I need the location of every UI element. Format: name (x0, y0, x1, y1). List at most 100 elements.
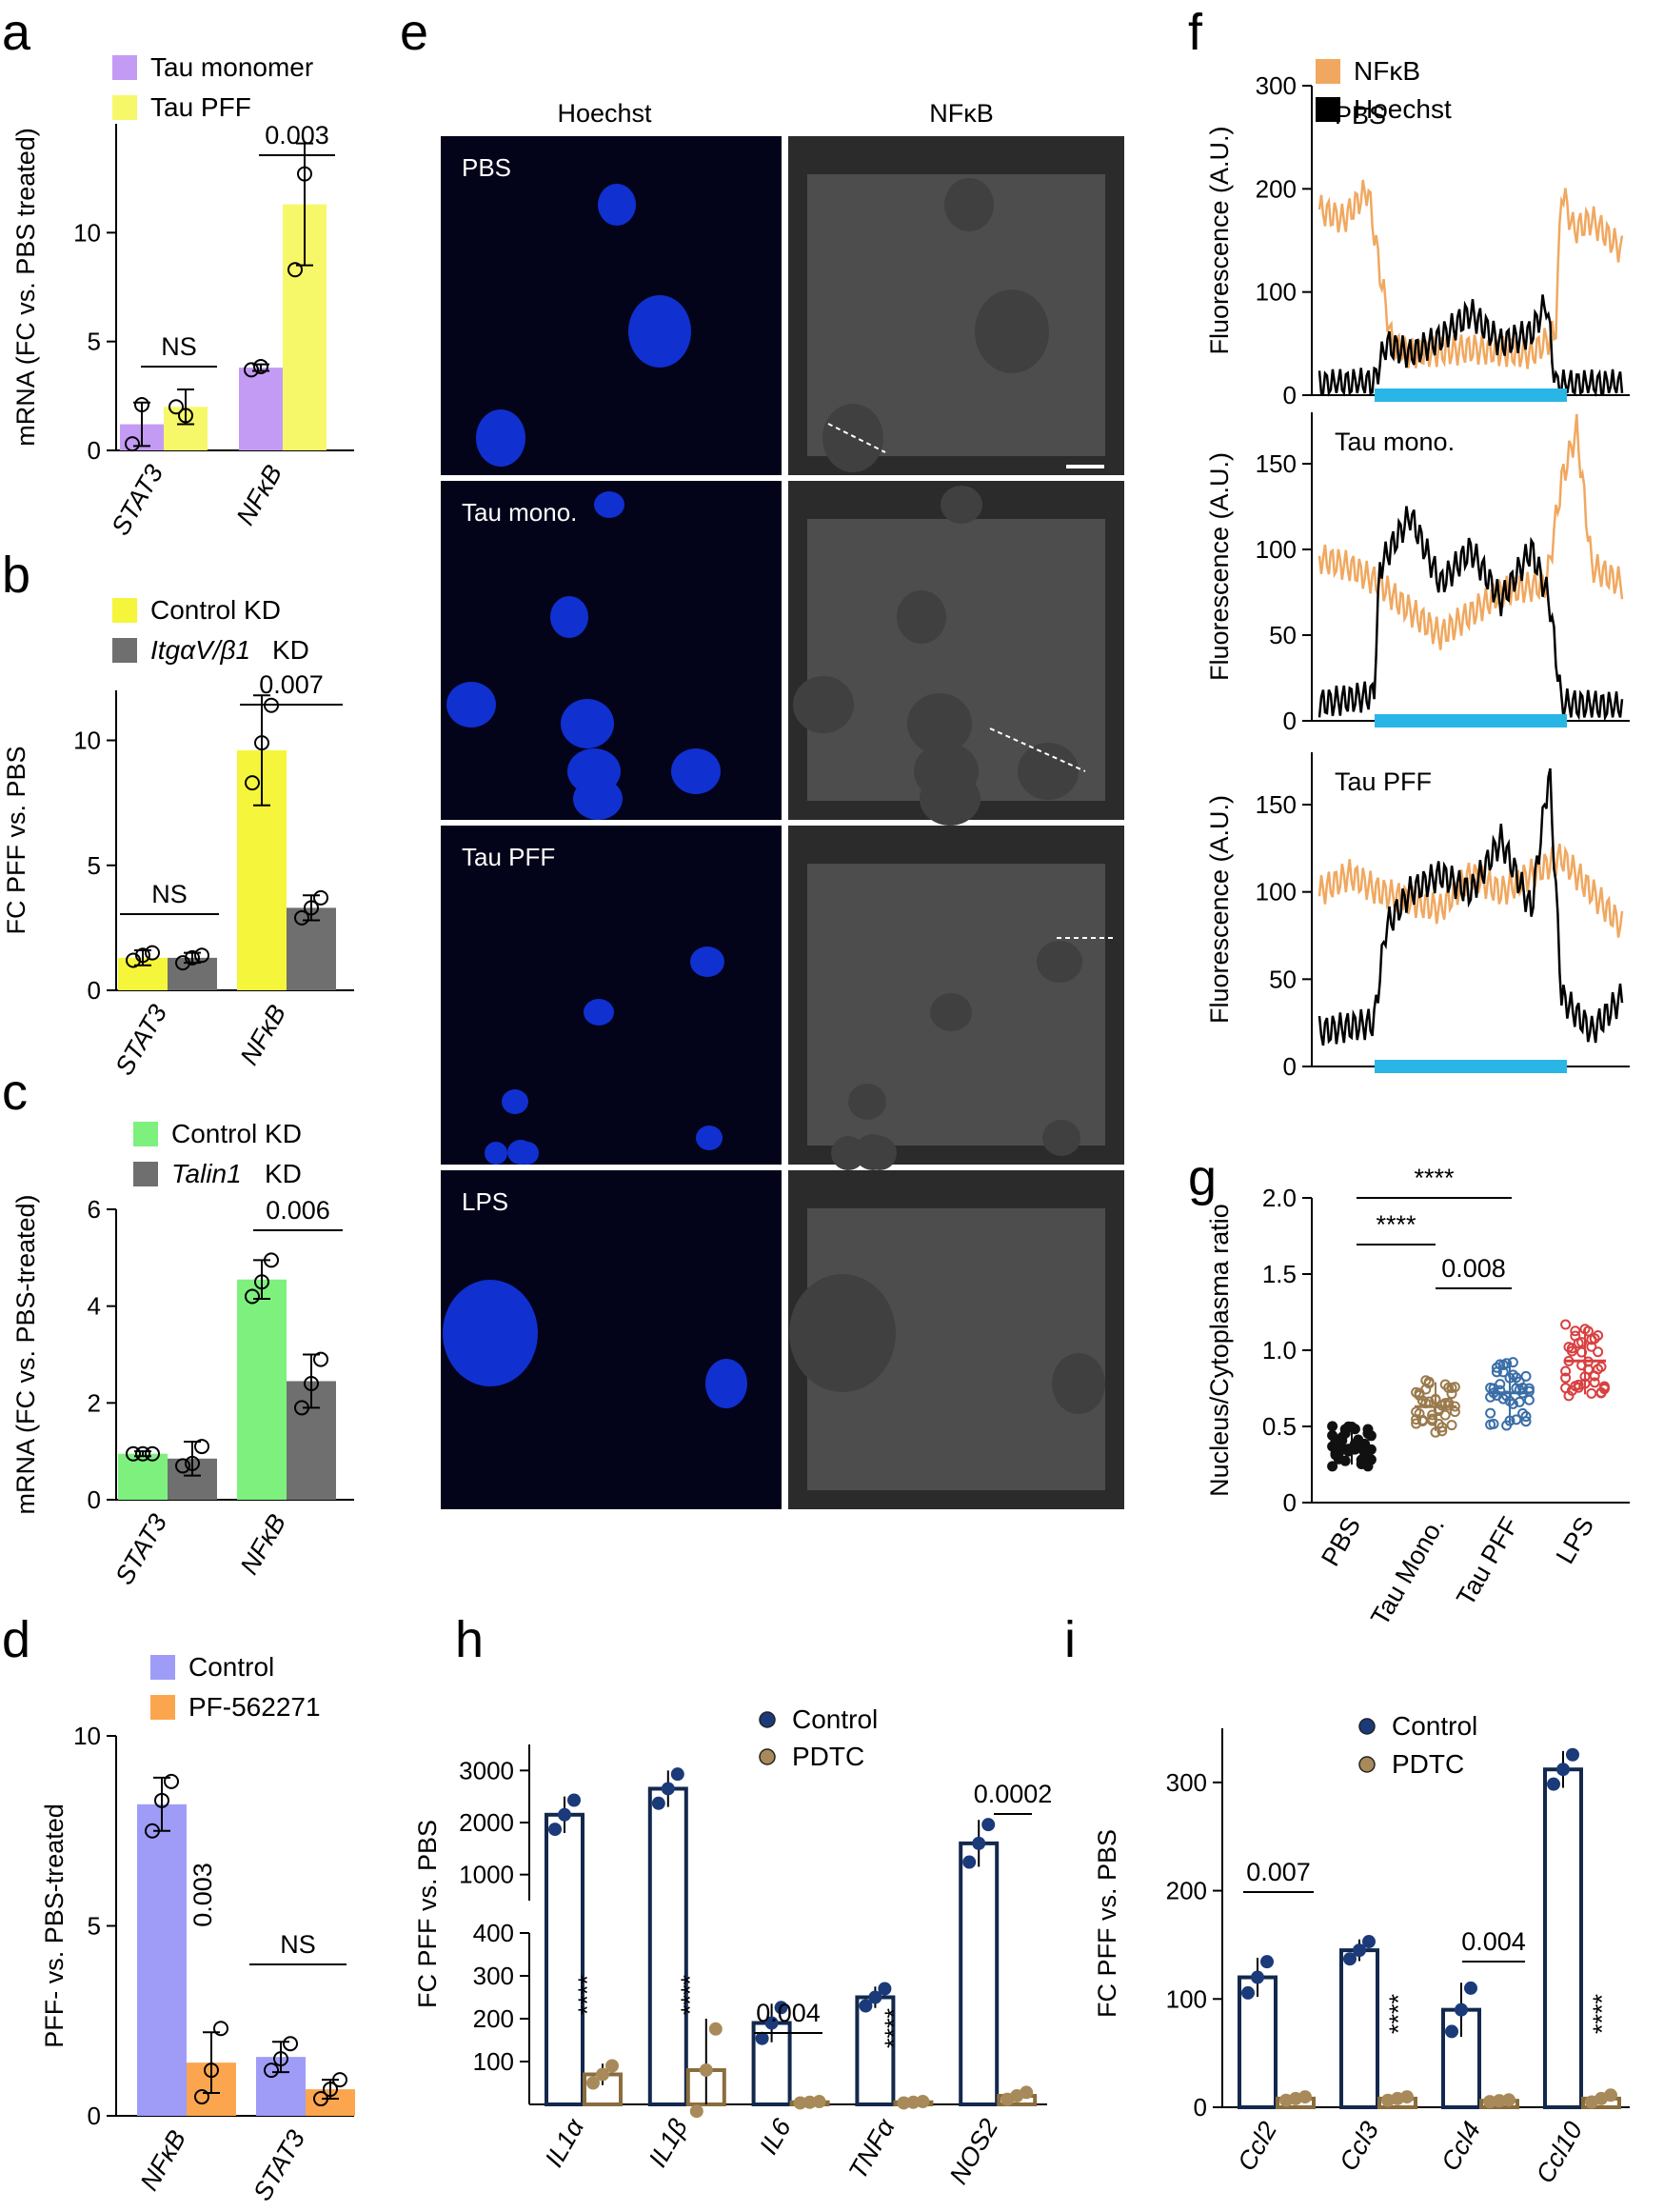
panel-h-point-2-0-2 (774, 2001, 788, 2015)
panel-h-point-3-1-0 (897, 2096, 911, 2110)
panel-d-point-0-0-2 (164, 1773, 179, 1789)
panel-letter-f: f (1188, 4, 1203, 61)
panel-h-point-0-1-0 (586, 2076, 600, 2090)
panel-h-ann-0: **** (573, 1974, 602, 2015)
panel-i-point-3-0-0 (1547, 1777, 1560, 1791)
panel-f-0-ytick-label-2: 200 (1256, 174, 1297, 203)
micro-nfkb-nucleus-1-5 (920, 772, 981, 826)
panel-a-ann-0-label: NS (161, 332, 197, 361)
micro-nucleus-2-2 (502, 1089, 528, 1114)
panel-i-point-1-0-0 (1343, 1952, 1357, 1966)
panel-b-ytick-label-0: 0 (88, 976, 101, 1005)
panel-c-axis: 0 2 4 6 (88, 1195, 117, 1514)
panel-b-xcat-1: NFκB (234, 1000, 291, 1069)
micro-nfkb-nucleus-1-0 (941, 486, 982, 524)
panel-c-bar-1-0 (237, 1279, 287, 1500)
panel-c-point-1-1-2 (313, 1351, 328, 1367)
panel-f-1-ytick-label-3: 150 (1256, 449, 1297, 478)
panel-i-ann-1: **** (1384, 1993, 1413, 2034)
panel-d-legend-0-swatch (150, 1655, 175, 1680)
panel-h-point-3-0-0 (859, 1999, 873, 2013)
panel-h-point-4-0-1 (972, 1836, 986, 1850)
panel-i-point-3-1-2 (1604, 2088, 1617, 2102)
panel-f-2-ytick-label-2: 100 (1256, 878, 1297, 907)
panel-d-axis: 0 5 10 (73, 1722, 117, 2130)
panel-g-point-2-37 (1497, 1366, 1509, 1378)
panel-letter-g: g (1188, 1149, 1217, 1206)
panel-f-legend-nfkb-swatch (1316, 59, 1340, 84)
panel-d-xcat-1: STAT3 (248, 2125, 310, 2205)
micro-row-label-3: LPS (462, 1187, 508, 1216)
panel-c-ytick-label-2: 4 (88, 1292, 101, 1321)
panel-a-ann-1-label: 0.003 (265, 121, 329, 149)
panel-i-ytick-label-3: 300 (1166, 1768, 1207, 1797)
panel-a-point-1-0-0 (244, 362, 259, 378)
panel-i-point-0-0-2 (1260, 1955, 1274, 1969)
panel-g-point-3-29 (1582, 1364, 1594, 1375)
panel-h-point-4-0-2 (981, 1818, 996, 1832)
panel-h-point-1-0-0 (651, 1796, 665, 1810)
panel-b-ytick-label-1: 5 (88, 851, 101, 880)
panel-d-ytick-label-2: 10 (73, 1722, 101, 1750)
panel-g-point-1-37 (1423, 1376, 1435, 1387)
panel-b-ylabel: FC PFF vs. PBS (2, 746, 30, 934)
panel-c-point-0-0-1 (135, 1445, 150, 1462)
panel-h-bar-0-0 (545, 1812, 584, 2107)
panel-i-xcat-3: Ccl10 (1531, 2117, 1588, 2188)
panel-c-ytick-label-3: 6 (88, 1195, 101, 1224)
panel-a-legend-1-swatch (112, 95, 137, 120)
panel-c-ytick-label-1: 2 (88, 1388, 101, 1417)
panel-g-ann-1-label: **** (1376, 1210, 1416, 1239)
panel-g-ytick-label-0: 0 (1283, 1488, 1297, 1517)
panel-h-point-4-1-2 (1020, 2085, 1034, 2100)
panel-f-2-title: Tau PFF (1335, 767, 1432, 796)
micro-row-label-2: Tau PFF (462, 843, 555, 871)
panel-h-point-2-1-2 (812, 2095, 826, 2109)
panel-f-2-ytick-label-3: 150 (1256, 790, 1297, 819)
panel-g-point-2-31 (1495, 1379, 1506, 1390)
panel-i-legend-pdtc-label: PDTC (1392, 1749, 1464, 1779)
panel-b-ann-0-label: NS (151, 880, 188, 908)
panel-f-1-nucleus-bar (1375, 714, 1567, 727)
panel-letter-d: d (2, 1611, 30, 1668)
micro-nucleus-3-0 (443, 1280, 538, 1386)
panel-i-ann-0-label: 0.007 (1246, 1858, 1311, 1886)
panel-i-ann-2-label: 0.004 (1461, 1927, 1526, 1956)
micro-nfkb-nucleus-2-2 (848, 1084, 886, 1120)
panel-h-point-2-0-0 (755, 2031, 769, 2045)
panel-i-point-2-0-0 (1445, 2024, 1458, 2039)
micro-row-label-1: Tau mono. (462, 498, 577, 527)
panel-b-legend-0-swatch (112, 598, 137, 623)
panel-i-xcat-0: Ccl2 (1232, 2117, 1282, 2176)
panel-c-point-1-1-0 (294, 1400, 309, 1416)
panel-c-ann-0-label: 0.006 (266, 1196, 330, 1225)
panel-h-ytick-low-label-1: 200 (473, 2004, 514, 2033)
micro-nfkb-nucleus-2-1 (930, 993, 972, 1031)
panel-f-0-nucleus-bar (1375, 389, 1567, 402)
panel-letter-h: h (455, 1611, 484, 1668)
micro-nfkb-nucleus-2-0 (1037, 941, 1082, 983)
panel-i-point-1-0-2 (1362, 1935, 1376, 1949)
panel-h-bar-1-0 (647, 1786, 688, 2106)
panel-a-axis: 0 5 10 (73, 124, 117, 465)
panel-g-ylabel: Nucleus/Cytoplasma ratio (1205, 1204, 1234, 1497)
panel-d-point-0-0-1 (154, 1792, 169, 1808)
panel-a-ytick-label-0: 0 (88, 436, 101, 465)
panel-g-point-1-27 (1446, 1420, 1457, 1431)
panel-a-point-0-1-1 (178, 408, 193, 424)
panel-d-point-1-0-2 (283, 2036, 298, 2052)
panel-b-point-0-0-1 (135, 947, 150, 964)
panel-g-xcat-3: LPS (1551, 1512, 1600, 1568)
panel-i-point-0-0-0 (1241, 1985, 1255, 2000)
panel-c-point-1-0-0 (245, 1288, 260, 1305)
panel-c-point-1-1-1 (304, 1376, 319, 1391)
panel-c-xcat-0: STAT3 (109, 1509, 172, 1589)
panel-b-axis: 0 5 10 (73, 690, 117, 1005)
panel-d-point-0-0-0 (145, 1823, 160, 1839)
panel-b-point-0-1-1 (185, 949, 200, 966)
panel-h-point-1-1-0 (689, 2104, 703, 2119)
panel-e-micrographs: Hoechst NFκB PBS Tau mono. Tau PFF LPS (441, 99, 1124, 1509)
panel-h-point-0-0-0 (548, 1823, 562, 1837)
panel-a-ylabel: mRNA (FC vs. PBS treated) (11, 128, 40, 447)
panel-h-legend-pdtc-label: PDTC (792, 1742, 864, 1771)
